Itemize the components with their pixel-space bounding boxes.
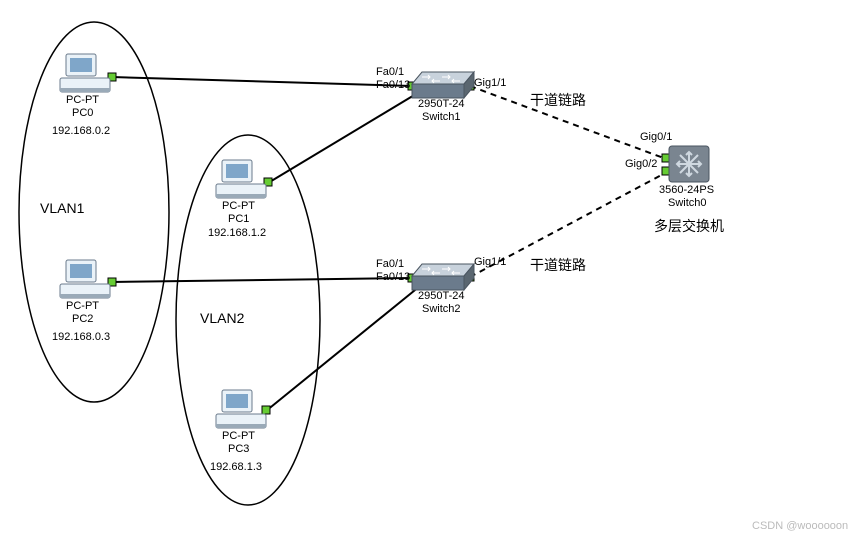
switch0-icon[interactable] xyxy=(669,146,709,182)
port-label: Gig0/2 xyxy=(625,158,657,170)
switch2-type-label: 2950T-24 xyxy=(418,290,464,302)
link-pc0-sw1 xyxy=(112,77,412,86)
switch1-icon[interactable] xyxy=(412,72,474,98)
port-dot xyxy=(262,406,270,414)
pc1-type-label: PC-PT xyxy=(222,200,255,212)
switch0-type-label: 3560-24PS xyxy=(659,184,714,196)
pc2-type-label: PC-PT xyxy=(66,300,99,312)
pc3-type-label: PC-PT xyxy=(222,430,255,442)
switch0-name-label: Switch0 xyxy=(668,197,707,209)
port-label: Fa0/13 xyxy=(376,271,410,283)
port-label: Fa0/1 xyxy=(376,258,404,270)
topology-canvas xyxy=(0,0,865,538)
switch1-name-label: Switch1 xyxy=(422,111,461,123)
pc3-name-label: PC3 xyxy=(228,443,249,455)
port-label: Gig1/1 xyxy=(474,256,506,268)
pc1-icon[interactable] xyxy=(216,160,266,198)
vlan1-label: VLAN1 xyxy=(40,200,84,216)
switch2-icon[interactable] xyxy=(412,264,474,290)
vlan2-label: VLAN2 xyxy=(200,310,244,326)
pc0-name-label: PC0 xyxy=(72,107,93,119)
port-label: Fa0/1 xyxy=(376,66,404,78)
link-pc3-sw2 xyxy=(266,286,420,411)
pc0-ip-label: 192.168.0.2 xyxy=(52,125,110,137)
trunk-label-2: 干道链路 xyxy=(530,255,586,275)
pc3-icon[interactable] xyxy=(216,390,266,428)
pc2-name-label: PC2 xyxy=(72,313,93,325)
pc2-ip-label: 192.168.0.3 xyxy=(52,331,110,343)
port-label: Gig0/1 xyxy=(640,131,672,143)
watermark-text: CSDN @woooooon xyxy=(752,520,848,532)
port-label: Fa0/13 xyxy=(376,79,410,91)
pc0-type-label: PC-PT xyxy=(66,94,99,106)
pc1-name-label: PC1 xyxy=(228,213,249,225)
pc2-icon[interactable] xyxy=(60,260,110,298)
trunk-label-1: 干道链路 xyxy=(530,90,586,110)
switch1-type-label: 2950T-24 xyxy=(418,98,464,110)
link-pc2-sw2 xyxy=(112,278,412,282)
pc0-icon[interactable] xyxy=(60,54,110,92)
pc1-ip-label: 192.168.1.2 xyxy=(208,227,266,239)
l3-switch-label: 多层交换机 xyxy=(654,216,724,236)
link-pc1-sw1 xyxy=(268,94,416,183)
port-label: Gig1/1 xyxy=(474,77,506,89)
switch2-name-label: Switch2 xyxy=(422,303,461,315)
pc3-ip-label: 192.68.1.3 xyxy=(210,461,262,473)
